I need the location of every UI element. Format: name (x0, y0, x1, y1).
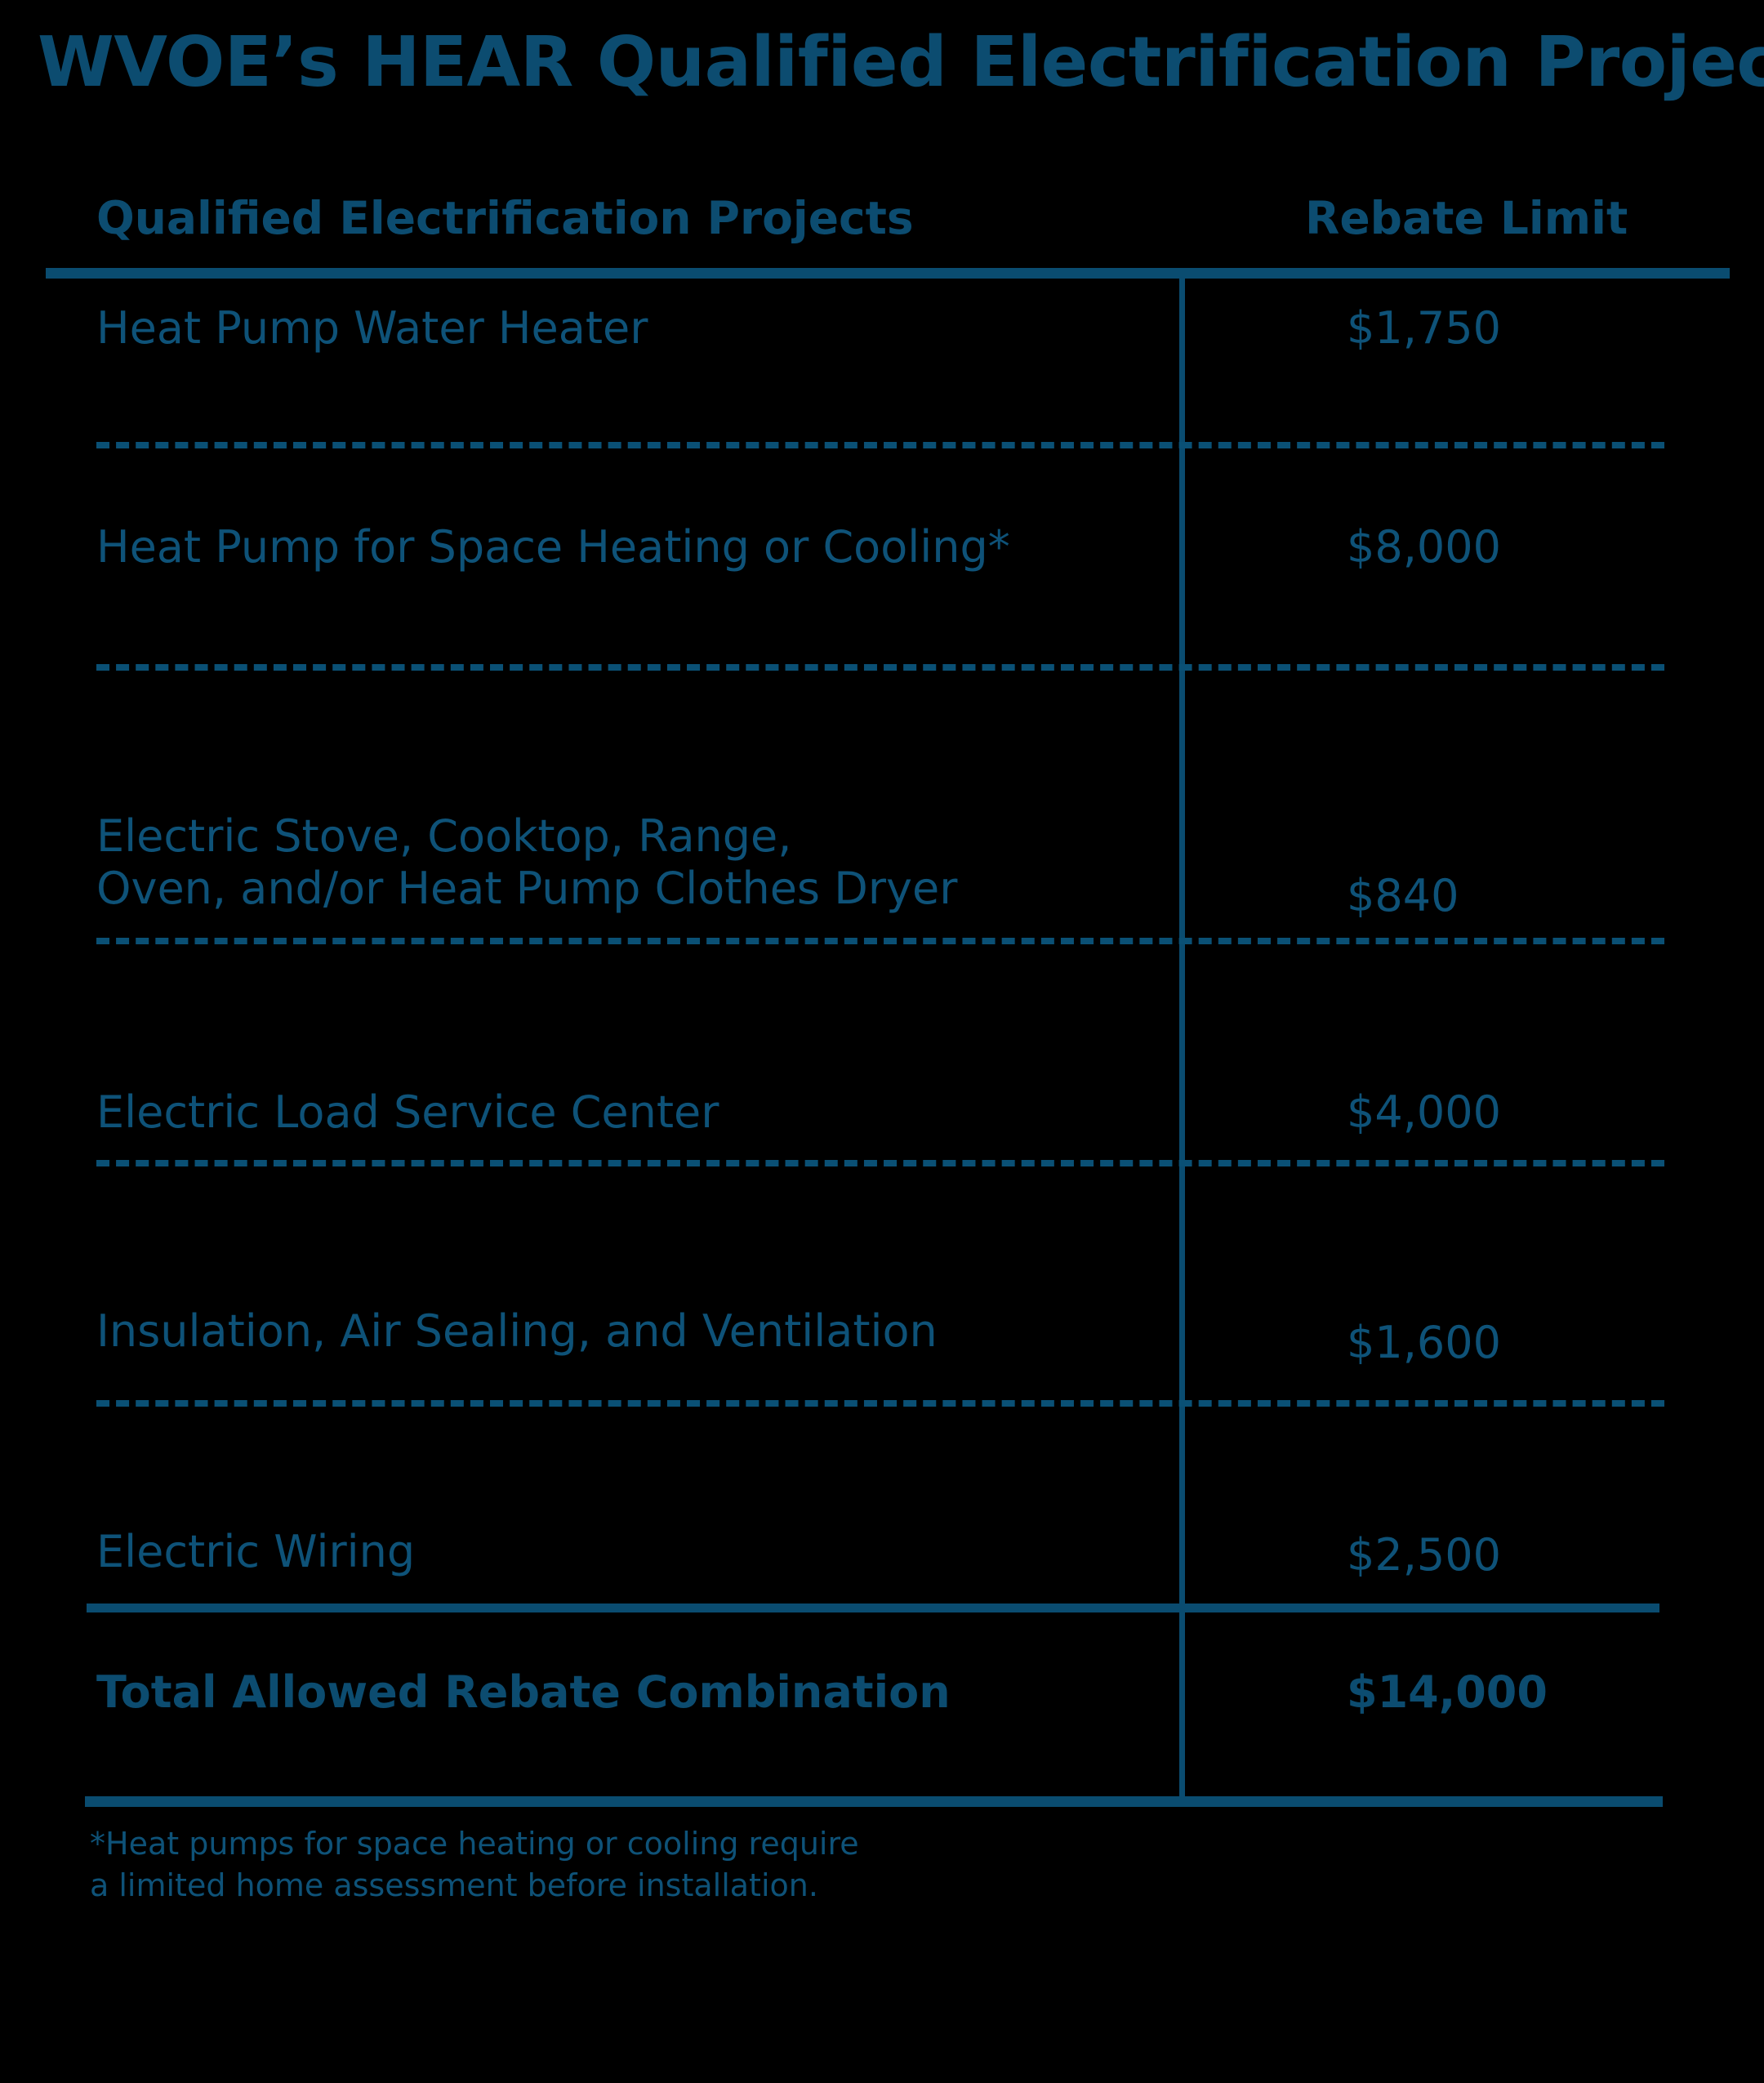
table-row-label-heat-pump-space-heating: Heat Pump for Space Heating or Cooling* (96, 521, 1010, 573)
table-row-value-electric-stove-cooktop-range: $840 (1347, 870, 1459, 921)
table-row-value-insulation-air-sealing: $1,600 (1347, 1317, 1501, 1368)
row-separator-5 (96, 1400, 1664, 1407)
table-row-label-electric-stove-cooktop-range: Electric Stove, Cooktop, Range, Oven, an… (96, 810, 958, 914)
row-separator-3 (96, 938, 1664, 944)
table-row-label-electric-wiring: Electric Wiring (96, 1526, 416, 1577)
bottom-rule (85, 1796, 1663, 1807)
table-row-label-insulation-air-sealing: Insulation, Air Sealing, and Ventilation (96, 1305, 938, 1357)
row-separator-2 (96, 664, 1664, 671)
table-total-value: $14,000 (1347, 1666, 1548, 1718)
table-row-label-electric-load-service-center: Electric Load Service Center (96, 1086, 719, 1138)
row-separator-4 (96, 1160, 1664, 1166)
row-separator-1 (96, 442, 1664, 448)
table-total-label: Total Allowed Rebate Combination (96, 1666, 951, 1718)
total-rule (87, 1604, 1659, 1612)
table-row-value-heat-pump-space-heating: $8,000 (1347, 521, 1501, 573)
table-row-value-heat-pump-water-heater: $1,750 (1347, 302, 1501, 354)
table-row-value-electric-wiring: $2,500 (1347, 1529, 1501, 1581)
column-header-rebate-limit: Rebate Limit (1305, 192, 1628, 244)
page-title: WVOE’s HEAR Qualified Electrification Pr… (38, 22, 1764, 103)
header-rule (46, 268, 1730, 279)
table-row-value-electric-load-service-center: $4,000 (1347, 1086, 1501, 1138)
column-header-projects: Qualified Electrification Projects (96, 192, 914, 244)
footnote: *Heat pumps for space heating or cooling… (90, 1826, 859, 1904)
table-row-label-heat-pump-water-heater: Heat Pump Water Heater (96, 302, 648, 354)
column-divider (1179, 274, 1185, 1805)
